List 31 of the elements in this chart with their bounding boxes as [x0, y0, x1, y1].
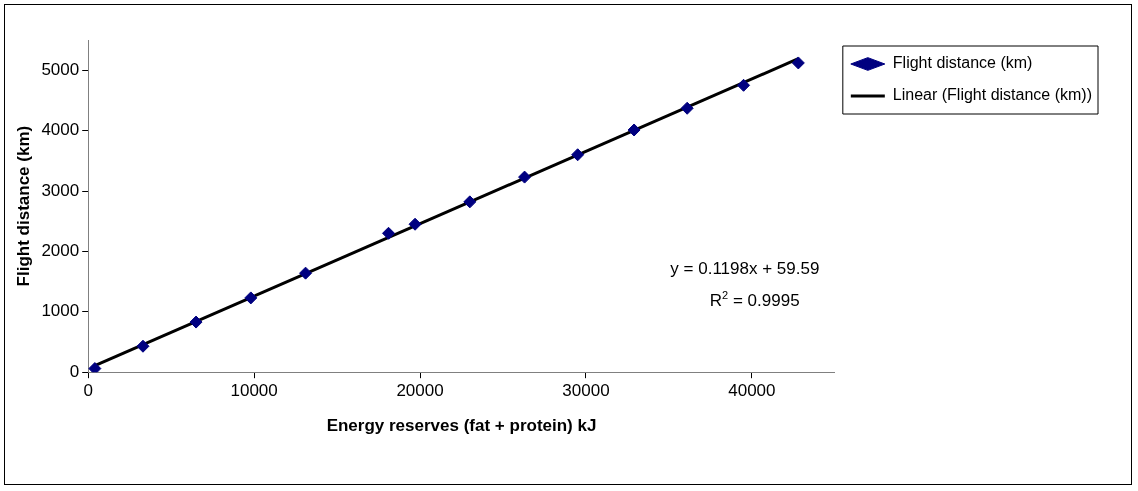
- point: [627, 123, 641, 137]
- x-tick-label: 30000: [562, 381, 610, 401]
- x-tick-label: 40000: [728, 381, 776, 401]
- annotation: R$^{2}$ = 0.9995: [709, 289, 800, 311]
- legend-label: Linear (Flight distance (km)): [892, 86, 1092, 104]
- x-axis-title: Energy reserves (fat + protein) kJ: [326, 416, 597, 436]
- point: [189, 315, 203, 329]
- y-tick-label: 4000: [41, 120, 80, 140]
- point: [680, 101, 694, 115]
- x-tick-label: 20000: [396, 381, 444, 401]
- y-tick-label: 2000: [41, 241, 80, 261]
- point: [518, 170, 532, 184]
- y-axis-title: Flight distance (km): [13, 125, 33, 287]
- point: [244, 291, 258, 305]
- point: [88, 362, 102, 373]
- point: [382, 226, 396, 240]
- y-tick-label: 1000: [41, 301, 80, 321]
- point: [791, 56, 805, 70]
- point: [299, 266, 313, 280]
- annotation: y = 0.1198x + 59.59: [670, 259, 820, 280]
- x-tick-label: 10000: [230, 381, 278, 401]
- legend-label: Flight distance (km): [892, 54, 1033, 72]
- point: [571, 148, 585, 162]
- y-tick-label: 5000: [41, 59, 80, 79]
- y-tick-label: 3000: [41, 180, 80, 200]
- point: [463, 195, 477, 209]
- point: [136, 339, 150, 353]
- point: [737, 78, 751, 92]
- point: [408, 217, 422, 231]
- y-tick-label: 0: [69, 361, 80, 381]
- x-tick-label: 0: [83, 381, 93, 401]
